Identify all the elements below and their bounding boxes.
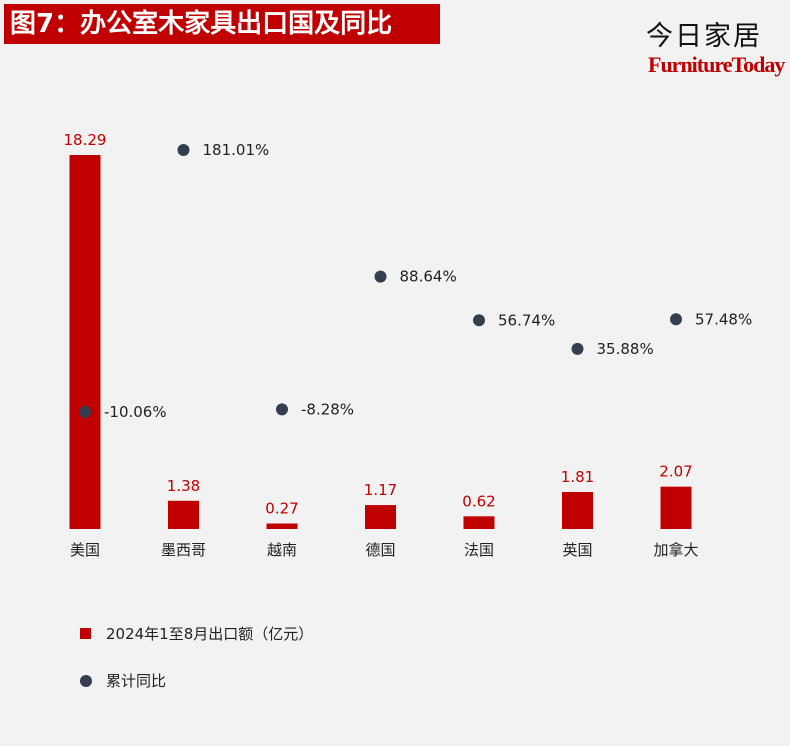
yoy-dot-4 xyxy=(473,314,485,327)
bar-2 xyxy=(266,523,298,529)
legend-dot-label: 累计同比 xyxy=(106,672,167,690)
category-label-3: 德国 xyxy=(365,541,395,559)
yoy-value-label-5: 35.88% xyxy=(597,340,654,358)
legend-item-export: 2024年1至8月出口额（亿元） xyxy=(80,623,313,644)
bar-6 xyxy=(660,486,692,529)
category-label-2: 越南 xyxy=(267,541,297,559)
yoy-value-label-0: -10.06% xyxy=(104,403,167,421)
yoy-dot-5 xyxy=(571,342,584,355)
brand-logo-cn: 今日家居 xyxy=(646,21,762,52)
chart-title: 图7：办公室木家具出口国及同比 xyxy=(4,4,440,44)
bar-value-label-3: 1.17 xyxy=(364,481,397,499)
bar-value-label-6: 2.07 xyxy=(659,463,692,481)
yoy-value-label-3: 88.64% xyxy=(400,268,457,286)
yoy-value-label-2: -8.28% xyxy=(301,400,354,418)
category-label-5: 英国 xyxy=(562,541,592,559)
bar-4 xyxy=(463,516,495,529)
legend-bar-label: 2024年1至8月出口额（亿元） xyxy=(106,625,314,643)
bar-value-label-0: 18.29 xyxy=(64,131,107,149)
category-label-6: 加拿大 xyxy=(653,541,698,559)
bar-value-label-4: 0.62 xyxy=(462,492,495,510)
legend-item-yoy: 累计同比 xyxy=(80,670,166,691)
yoy-dot-3 xyxy=(374,270,387,283)
yoy-value-label-6: 57.48% xyxy=(695,310,752,328)
bar-value-label-1: 1.38 xyxy=(167,477,200,495)
yoy-dot-6 xyxy=(670,313,682,326)
category-label-4: 法国 xyxy=(464,541,494,559)
category-label-1: 墨西哥 xyxy=(161,541,206,559)
bar-value-label-2: 0.27 xyxy=(265,499,298,517)
bar-3 xyxy=(365,505,396,529)
category-label-0: 美国 xyxy=(70,541,100,559)
legend-dot-swatch xyxy=(80,674,92,687)
brand-logo-en: FurnitureToday xyxy=(648,52,785,77)
bar-value-label-5: 1.81 xyxy=(561,468,594,486)
legend-bar-swatch xyxy=(80,628,91,639)
yoy-dot-1 xyxy=(177,144,190,156)
yoy-value-label-4: 56.74% xyxy=(498,311,555,329)
bar-5 xyxy=(562,491,593,529)
bar-0 xyxy=(69,155,101,529)
yoy-dot-0 xyxy=(79,405,91,418)
bar-1 xyxy=(168,500,199,529)
yoy-dot-2 xyxy=(276,403,288,416)
yoy-value-label-1: 181.01% xyxy=(203,141,270,159)
